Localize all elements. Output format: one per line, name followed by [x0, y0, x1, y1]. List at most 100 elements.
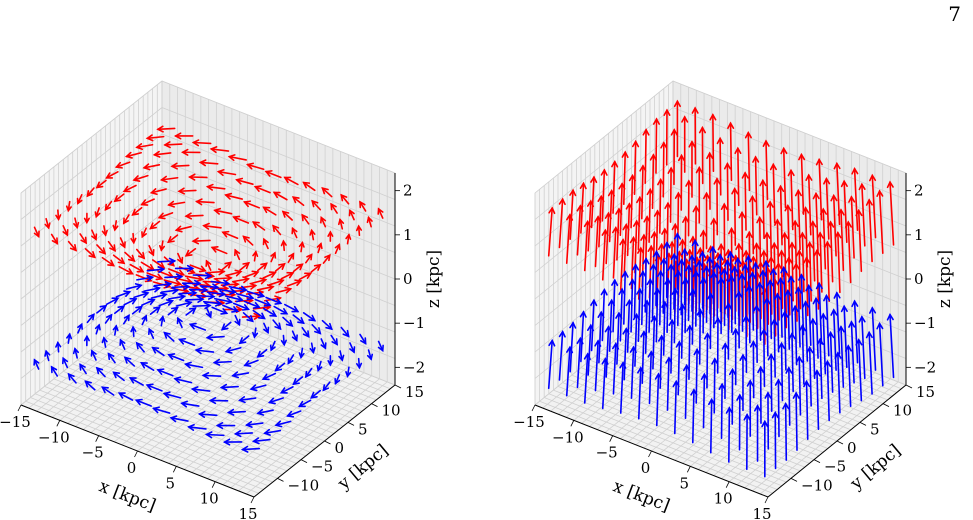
- arrow-head: [619, 238, 627, 246]
- arrow-shaft: [762, 270, 765, 330]
- arrow-head: [590, 175, 598, 184]
- arrow-shaft: [601, 357, 607, 410]
- grid-line: [534, 160, 674, 273]
- arrow-head: [657, 242, 666, 251]
- arrow-shaft: [213, 297, 233, 303]
- arrow-head: [569, 321, 577, 329]
- arrow-head: [652, 249, 661, 258]
- arrow-head: [792, 391, 800, 399]
- arrow-shaft: [302, 181, 316, 192]
- arrow-shaft: [292, 314, 305, 324]
- arrow-shaft: [630, 174, 634, 229]
- arrow-shaft: [146, 268, 165, 272]
- arrow-head: [112, 224, 119, 232]
- arrow-head: [731, 265, 739, 273]
- arrow-shaft: [149, 306, 161, 315]
- arrow-shaft: [590, 299, 595, 352]
- grid-line: [138, 311, 372, 405]
- arrow-head: [288, 252, 295, 260]
- grid-line: [161, 160, 396, 253]
- z-axis-title: z [kpc]: [935, 250, 955, 308]
- arrow-head: [111, 297, 120, 304]
- arrow-head: [205, 183, 214, 191]
- arrow-shaft: [868, 199, 873, 263]
- grid-line: [20, 292, 163, 406]
- arrow-shaft: [235, 179, 254, 185]
- arrow-shaft: [580, 311, 585, 363]
- arrow-shaft: [192, 239, 211, 242]
- arrow-shaft: [185, 307, 197, 316]
- arrow-shaft: [224, 194, 244, 200]
- arrow-head: [691, 238, 699, 247]
- arrow-head: [274, 295, 282, 303]
- arrow-head: [876, 189, 884, 197]
- arrow-shaft: [168, 201, 186, 206]
- grid-line: [534, 107, 674, 220]
- arrow-shaft: [164, 143, 183, 146]
- arrow-shaft: [691, 389, 695, 444]
- arrow-head: [612, 341, 620, 350]
- arrow-shaft: [819, 338, 823, 400]
- arrow-head: [745, 284, 753, 292]
- arrow-head: [168, 257, 177, 265]
- arrow-shaft: [637, 196, 641, 251]
- arrow-head: [721, 342, 729, 350]
- arrow-head: [756, 215, 764, 224]
- arrow-shaft: [141, 198, 155, 206]
- arrow-head: [622, 223, 630, 231]
- arrow-shaft: [673, 380, 678, 435]
- arrow-head: [304, 272, 313, 279]
- arrow-head: [833, 161, 841, 170]
- arrow-shaft: [298, 272, 312, 281]
- arrow-head: [122, 185, 131, 193]
- arrow-head: [803, 379, 811, 388]
- z-tick-label: −2: [914, 358, 936, 376]
- arrow-shaft: [225, 346, 242, 353]
- page-number: 7: [948, 2, 961, 26]
- arrow-shaft: [146, 272, 163, 280]
- grid-line: [161, 107, 396, 200]
- arrow-head: [166, 299, 175, 306]
- arrow-shaft: [698, 309, 702, 365]
- arrow-head: [876, 321, 884, 330]
- arrow-shaft: [301, 214, 310, 225]
- arrow-shaft: [280, 272, 294, 280]
- arrow-head: [284, 286, 293, 294]
- arrow-shaft: [601, 229, 607, 281]
- arrow-shaft: [129, 377, 144, 386]
- arrow-shaft: [777, 262, 780, 321]
- arrow-shaft: [107, 240, 116, 252]
- arrow-shaft: [136, 143, 154, 149]
- arrow-shaft: [91, 350, 97, 361]
- arrow-head: [202, 222, 210, 230]
- grid-line: [161, 239, 396, 333]
- arrow-shaft: [590, 176, 595, 229]
- arrow-head: [281, 210, 290, 218]
- arrow-shaft: [547, 339, 554, 390]
- arrow-shaft: [669, 167, 672, 223]
- arrow-head: [695, 165, 703, 174]
- arrow-shaft: [118, 392, 134, 401]
- arrow-head: [688, 140, 696, 148]
- arrow-head: [717, 276, 725, 284]
- arrow-head: [224, 346, 233, 354]
- arrow-head: [147, 298, 156, 306]
- arrow-head: [763, 231, 771, 240]
- arrow-shaft: [167, 353, 185, 362]
- arrow-head: [83, 334, 90, 342]
- arrow-shaft: [84, 248, 96, 259]
- arrow-head: [642, 256, 650, 265]
- arrow-head: [153, 285, 162, 293]
- z-tick-label: −1: [403, 314, 425, 332]
- arrow-shaft: [737, 147, 740, 207]
- arrow-head: [309, 228, 316, 236]
- arrow-head: [823, 293, 831, 302]
- arrow-shaft: [608, 299, 613, 352]
- arrow-shaft: [634, 313, 638, 367]
- arrow-shaft: [587, 324, 592, 376]
- arrow-head: [700, 372, 708, 381]
- arrow-head: [619, 361, 627, 369]
- arrow-shaft: [651, 154, 655, 210]
- arrow-head: [134, 283, 143, 290]
- arrow-shaft: [776, 293, 780, 353]
